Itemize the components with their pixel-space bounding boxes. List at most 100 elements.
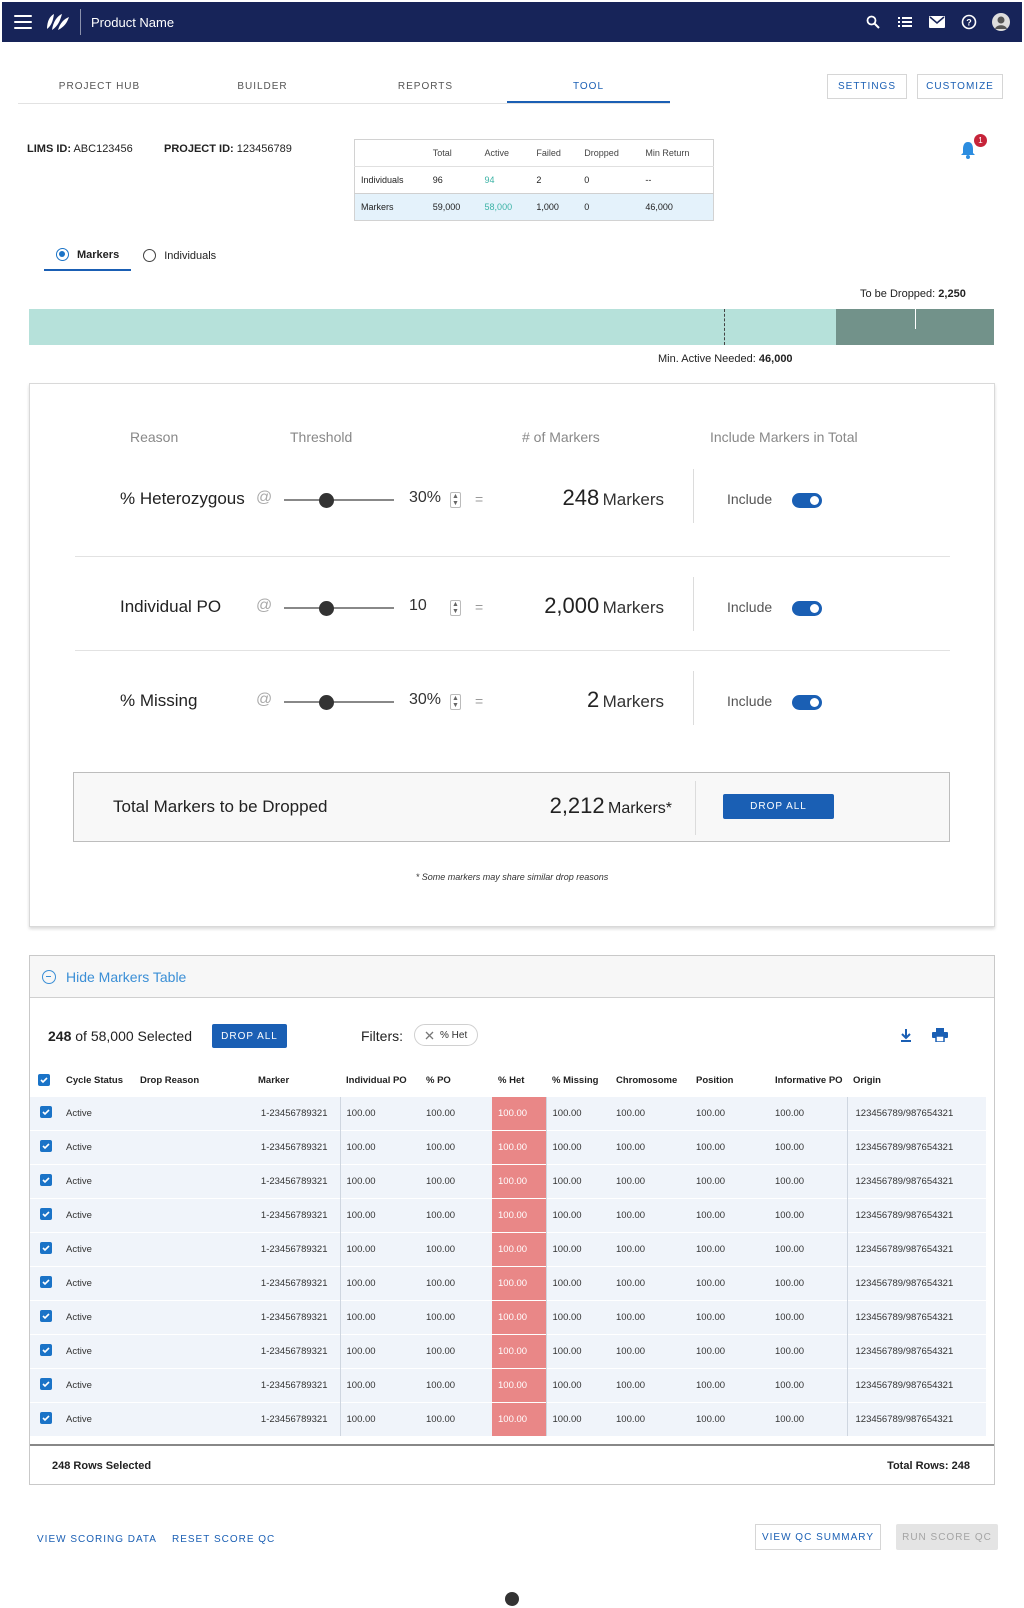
column-header[interactable]: Drop Reason: [140, 1075, 200, 1087]
to-be-dropped-value: 2,250: [938, 288, 966, 300]
table-row[interactable]: Active 1-23456789321 100.00 100.00 100.00 100…: [30, 1367, 986, 1402]
total-rows: Total Rows: 248: [887, 1460, 970, 1472]
avatar-icon[interactable]: [992, 13, 1010, 31]
column-header[interactable]: Chromosome: [616, 1075, 678, 1087]
column-header[interactable]: Origin: [853, 1075, 881, 1087]
threshold-slider[interactable]: [284, 499, 394, 501]
table-cell: 123456789/987654321: [846, 1299, 986, 1334]
logo-icon[interactable]: [44, 11, 70, 33]
row-checkbox[interactable]: [30, 1401, 60, 1436]
summary-cell: 46,000: [639, 193, 714, 221]
min-active-label: Min. Active Needed:: [658, 353, 756, 365]
radio-selected-icon: [56, 248, 69, 261]
table-row[interactable]: Active 1-23456789321 100.00 100.00 100.00 100…: [30, 1163, 986, 1198]
footnote: * Some markers may share similar drop re…: [415, 872, 609, 882]
list-icon[interactable]: [896, 13, 914, 31]
stepper-icon[interactable]: ▲ ▼: [450, 694, 461, 710]
threshold-slider[interactable]: [284, 701, 394, 703]
select-all-checkbox[interactable]: [30, 1066, 60, 1096]
table-cell: 100.00: [420, 1299, 492, 1334]
bell-icon[interactable]: [958, 140, 978, 160]
search-icon[interactable]: [864, 13, 882, 31]
row-checkbox[interactable]: [30, 1129, 60, 1164]
tab-project-hub[interactable]: PROJECT HUB: [58, 81, 141, 92]
table-cell: Active: [60, 1231, 134, 1266]
slider-handle[interactable]: [318, 601, 334, 616]
table-cell: 100.00: [769, 1129, 847, 1164]
row-checkbox[interactable]: [30, 1231, 60, 1266]
slider-handle[interactable]: [318, 493, 334, 508]
threshold-slider[interactable]: [284, 607, 394, 609]
table-cell: 100.00: [545, 1197, 610, 1232]
table-row[interactable]: Active 1-23456789321 100.00 100.00 100.00 100…: [30, 1129, 986, 1164]
top-app-bar: Product Name ?: [2, 2, 1022, 42]
close-icon[interactable]: [425, 1031, 434, 1040]
lims-id-label: LIMS ID:: [27, 143, 71, 155]
table-row[interactable]: Active 1-23456789321 100.00 100.00 100.00 100…: [30, 1333, 986, 1368]
radio-individuals[interactable]: Individuals: [131, 240, 228, 271]
row-checkbox[interactable]: [30, 1333, 60, 1368]
row-checkbox[interactable]: [30, 1367, 60, 1402]
menu-icon[interactable]: [14, 15, 32, 29]
settings-button[interactable]: SETTINGS: [827, 74, 907, 99]
run-score-qc-button[interactable]: RUN SCORE QC: [896, 1524, 998, 1550]
customize-button[interactable]: CUSTOMIZE: [917, 74, 1003, 99]
table-row[interactable]: Active 1-23456789321 100.00 100.00 100.00 100…: [30, 1299, 986, 1334]
tab-reports[interactable]: REPORTS: [397, 81, 454, 92]
row-checkbox[interactable]: [30, 1163, 60, 1198]
row-checkbox[interactable]: [30, 1299, 60, 1334]
table-row[interactable]: Active 1-23456789321 100.00 100.00 100.00 100…: [30, 1265, 986, 1300]
divider: [693, 469, 694, 523]
drop-all-button[interactable]: DROP ALL: [723, 794, 834, 819]
help-icon[interactable]: ?: [960, 13, 978, 31]
table-cell: 100.00: [690, 1095, 769, 1130]
column-header[interactable]: % PO: [426, 1075, 451, 1087]
marker-count-unit: Markers: [602, 598, 664, 617]
column-header[interactable]: Cycle Status: [66, 1075, 124, 1087]
table-cell: 100.00: [610, 1367, 690, 1402]
total-count-unit: Markers*: [607, 800, 672, 817]
table-row[interactable]: Active 1-23456789321 100.00 100.00 100.00 100…: [30, 1095, 986, 1130]
column-header[interactable]: Informative PO: [775, 1075, 843, 1087]
summary-cell: 0: [578, 166, 640, 194]
column-header-threshold: Threshold: [290, 429, 353, 445]
radio-markers[interactable]: Markers: [44, 240, 132, 271]
table-row[interactable]: Active 1-23456789321 100.00 100.00 100.00 100…: [30, 1231, 986, 1266]
download-icon[interactable]: [897, 1026, 915, 1044]
hide-markers-label: Hide Markers Table: [66, 968, 187, 985]
stepper-icon[interactable]: ▲ ▼: [450, 600, 461, 616]
column-header[interactable]: Position: [696, 1075, 734, 1087]
summary-row-individuals: Individuals 96 94 2 0 --: [354, 166, 714, 194]
table-cell: 1-23456789321: [252, 1129, 340, 1164]
view-qc-summary-button[interactable]: VIEW QC SUMMARY: [755, 1524, 881, 1550]
table-row[interactable]: Active 1-23456789321 100.00 100.00 100.00 100…: [30, 1197, 986, 1232]
tab-builder[interactable]: BUILDER: [237, 81, 288, 92]
hide-markers-table-toggle[interactable]: Hide Markers Table: [30, 956, 994, 998]
min-active-marker: [723, 309, 725, 345]
view-scoring-data-link[interactable]: VIEW SCORING DATA: [37, 1534, 157, 1545]
include-toggle[interactable]: [792, 601, 822, 616]
column-header[interactable]: % Het: [498, 1075, 525, 1087]
reset-score-qc-link[interactable]: RESET SCORE QC: [172, 1534, 276, 1545]
row-checkbox[interactable]: [30, 1265, 60, 1300]
mail-icon[interactable]: [928, 13, 946, 31]
total-label: Total Markers to be Dropped: [113, 797, 328, 816]
stepper-icon[interactable]: ▲ ▼: [450, 492, 461, 508]
column-header[interactable]: Marker: [258, 1075, 290, 1087]
include-toggle[interactable]: [792, 695, 822, 710]
column-header[interactable]: Individual PO: [346, 1075, 407, 1087]
table-drop-all-button[interactable]: DROP ALL: [212, 1024, 287, 1048]
include-toggle[interactable]: [792, 493, 822, 508]
row-checkbox[interactable]: [30, 1095, 60, 1130]
slider-handle[interactable]: [318, 695, 334, 710]
at-symbol: @: [256, 597, 273, 614]
tab-tool[interactable]: TOOL: [507, 72, 670, 103]
table-cell: 1-23456789321: [252, 1265, 340, 1300]
marker-count-number: 2: [587, 687, 600, 712]
row-checkbox[interactable]: [30, 1197, 60, 1232]
table-row[interactable]: Active 1-23456789321 100.00 100.00 100.00 100…: [30, 1401, 986, 1436]
filter-chip[interactable]: % Het: [414, 1024, 479, 1046]
print-icon[interactable]: [931, 1026, 949, 1044]
table-cell: Active: [60, 1333, 134, 1368]
column-header[interactable]: % Missing: [552, 1075, 599, 1087]
